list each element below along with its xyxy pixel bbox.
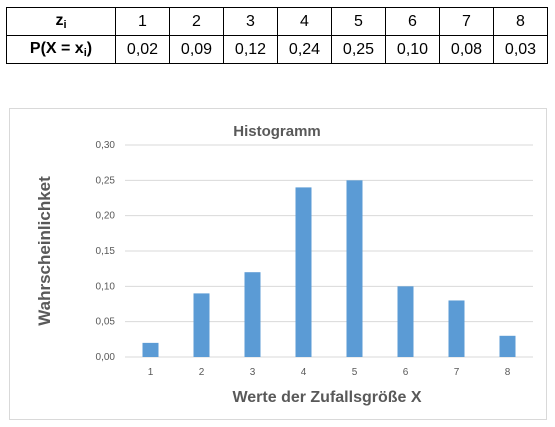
row-header-z: zi: [6, 7, 116, 36]
table-cell-z: 7: [439, 7, 494, 36]
x-tick-label: 3: [250, 367, 256, 378]
histogram-bar: [346, 180, 363, 357]
row-header-label: z: [55, 12, 64, 29]
histogram-bar: [499, 335, 516, 357]
table-cell-z: 4: [277, 7, 332, 36]
histogram-bar: [193, 293, 210, 357]
row-header-subscript: i: [63, 19, 67, 31]
table-cell-p: 0,12: [223, 35, 278, 64]
histogram-svg: 0,00 0,05 0,10 0,15 0,20 0,25 0,30 1 2 3 4 5 6 7 8 Hist…: [35, 123, 533, 406]
table-cell-p: 0,09: [169, 35, 224, 64]
table-cell-p: 0,08: [439, 35, 494, 64]
table-row: P(X = xi) 0,02 0,09 0,12 0,24 0,25 0,10 …: [6, 35, 548, 64]
table-cell-p: 0,25: [331, 35, 386, 64]
x-tick-label: 1: [148, 367, 154, 378]
x-axis-label: Werte der Zufallsgröße X: [232, 389, 421, 406]
row-header-label: P(X = x: [29, 40, 84, 57]
histogram-bar: [397, 286, 414, 357]
y-tick-label: 0,15: [96, 246, 116, 257]
distribution-table: zi 1 2 3 4 5 6 7 8 P(X = xi) 0,02 0,09 0…: [6, 7, 548, 64]
table-cell-p: 0,02: [115, 35, 170, 64]
y-tick-label: 0,10: [96, 281, 116, 292]
y-tick-label: 0,20: [96, 211, 116, 222]
table-cell-z: 6: [385, 7, 440, 36]
row-header-p: P(X = xi): [6, 35, 116, 64]
y-tick-label: 0,00: [96, 352, 116, 363]
table-cell-z: 5: [331, 7, 386, 36]
row-header-label-end: ): [86, 40, 93, 57]
x-tick-label: 7: [454, 367, 460, 378]
histogram-bar: [142, 342, 159, 357]
x-tick-label: 6: [403, 367, 409, 378]
table-cell-z: 2: [169, 7, 224, 36]
y-tick-label: 0,25: [96, 175, 116, 186]
table-cell-p: 0,03: [493, 35, 548, 64]
y-tick-label: 0,30: [96, 140, 116, 151]
histogram-chart: 0,00 0,05 0,10 0,15 0,20 0,25 0,30 1 2 3 4 5 6 7 8 Hist…: [9, 108, 547, 420]
histogram-bar: [295, 187, 312, 357]
x-tick-label: 8: [505, 367, 511, 378]
table-cell-z: 8: [493, 7, 548, 36]
table-cell-p: 0,24: [277, 35, 332, 64]
table-row: zi 1 2 3 4 5 6 7 8: [6, 7, 548, 36]
x-tick-label: 4: [301, 367, 307, 378]
row-header-subscript: i: [83, 47, 87, 59]
table-cell-z: 1: [115, 7, 170, 36]
y-tick-label: 0,05: [96, 317, 116, 328]
chart-title: Histogramm: [233, 123, 321, 140]
table-cell-p: 0,10: [385, 35, 440, 64]
histogram-bar: [448, 300, 465, 357]
y-axis-label: Wahrscheinlichket: [35, 176, 54, 326]
table-cell-z: 3: [223, 7, 278, 36]
histogram-bar: [244, 272, 261, 357]
x-tick-label: 5: [352, 367, 358, 378]
x-tick-label: 2: [199, 367, 205, 378]
